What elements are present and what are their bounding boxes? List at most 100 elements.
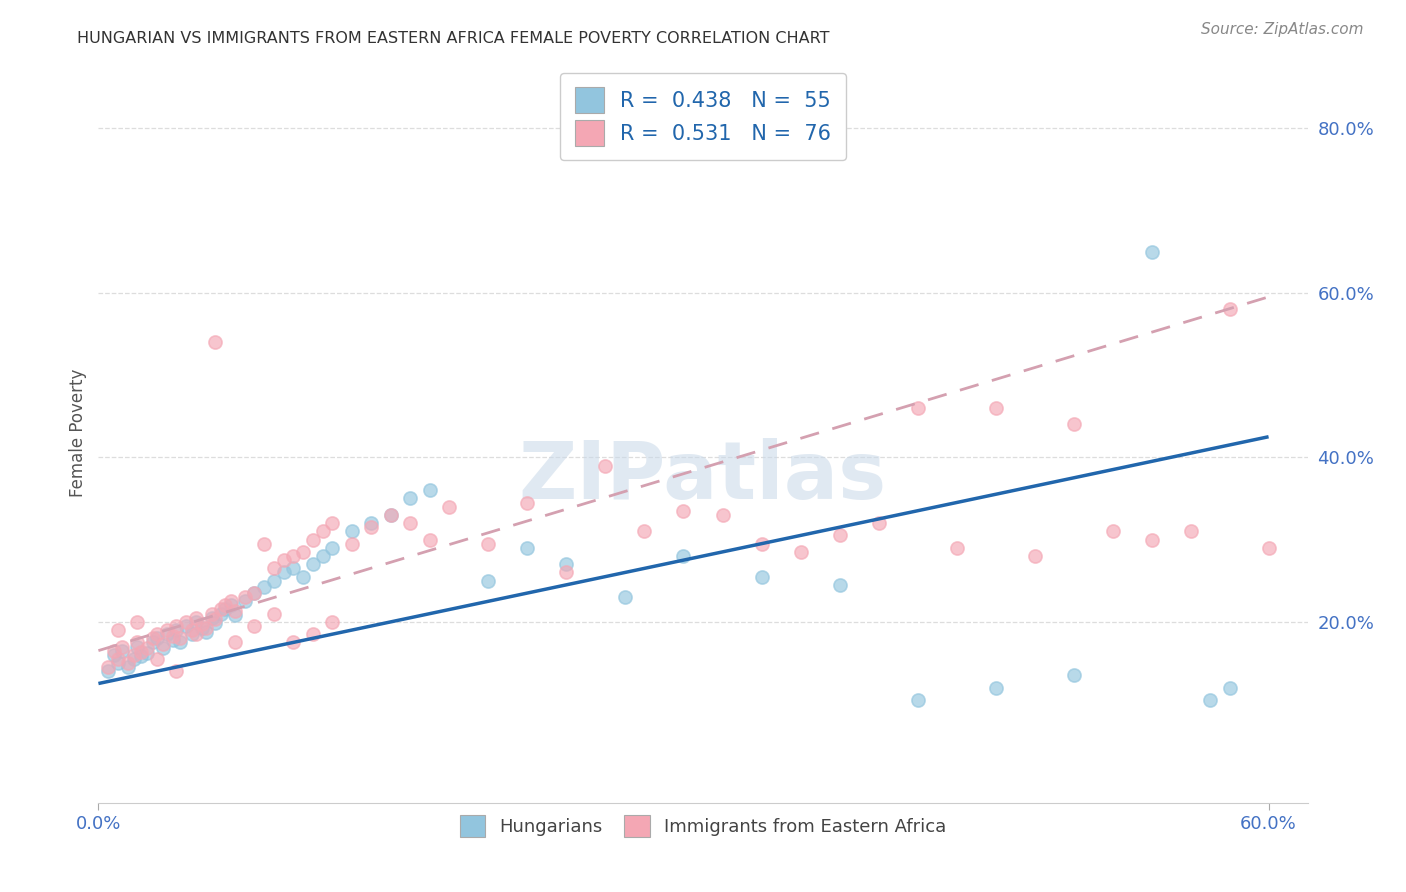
Point xyxy=(399,491,422,506)
Point xyxy=(152,641,174,656)
Point xyxy=(103,648,125,662)
Point xyxy=(868,516,890,530)
Point xyxy=(156,623,179,637)
Point xyxy=(204,612,226,626)
Point xyxy=(1024,549,1046,563)
Point xyxy=(321,541,343,555)
Point xyxy=(751,536,773,550)
Y-axis label: Female Poverty: Female Poverty xyxy=(69,368,87,497)
Point xyxy=(312,549,335,563)
Point xyxy=(380,508,402,522)
Point xyxy=(214,599,236,613)
Point xyxy=(1140,533,1163,547)
Point xyxy=(273,553,295,567)
Point xyxy=(127,615,149,629)
Point xyxy=(399,516,422,530)
Point xyxy=(142,635,165,649)
Point xyxy=(984,401,1007,415)
Point xyxy=(122,648,145,662)
Point xyxy=(292,545,315,559)
Point xyxy=(169,635,191,649)
Point xyxy=(191,621,214,635)
Point xyxy=(97,660,120,674)
Point xyxy=(156,627,179,641)
Point xyxy=(181,627,204,641)
Point xyxy=(224,635,246,649)
Point xyxy=(263,607,285,621)
Point xyxy=(136,641,159,656)
Point xyxy=(263,574,285,588)
Point xyxy=(340,524,363,539)
Point xyxy=(111,640,134,654)
Point xyxy=(184,615,207,629)
Point xyxy=(162,632,184,647)
Point xyxy=(614,590,637,604)
Point xyxy=(360,516,382,530)
Point xyxy=(152,637,174,651)
Point xyxy=(321,615,343,629)
Point xyxy=(1257,541,1279,555)
Point xyxy=(200,607,222,621)
Point xyxy=(273,566,295,580)
Point xyxy=(117,660,139,674)
Point xyxy=(181,623,204,637)
Point xyxy=(312,524,335,539)
Point xyxy=(283,549,305,563)
Point xyxy=(127,640,149,654)
Point xyxy=(233,590,256,604)
Point xyxy=(243,619,266,633)
Point xyxy=(302,627,325,641)
Point xyxy=(107,652,129,666)
Point xyxy=(214,602,236,616)
Point xyxy=(360,520,382,534)
Point xyxy=(131,645,153,659)
Point xyxy=(380,508,402,522)
Point xyxy=(945,541,967,555)
Point xyxy=(233,594,256,608)
Point xyxy=(224,604,246,618)
Point xyxy=(516,541,538,555)
Point xyxy=(828,578,851,592)
Point xyxy=(219,594,242,608)
Point xyxy=(204,616,226,631)
Point xyxy=(194,624,217,639)
Point xyxy=(1063,668,1085,682)
Point xyxy=(219,599,242,613)
Point xyxy=(253,536,276,550)
Point xyxy=(191,617,214,632)
Point xyxy=(828,528,851,542)
Point xyxy=(555,566,578,580)
Point xyxy=(292,569,315,583)
Point xyxy=(419,483,441,498)
Point xyxy=(1101,524,1123,539)
Point xyxy=(633,524,655,539)
Point xyxy=(209,607,232,621)
Point xyxy=(283,561,305,575)
Point xyxy=(165,619,187,633)
Point xyxy=(200,611,222,625)
Point xyxy=(321,516,343,530)
Point xyxy=(243,586,266,600)
Text: ZIPatlas: ZIPatlas xyxy=(519,438,887,516)
Point xyxy=(711,508,734,522)
Point xyxy=(1199,693,1222,707)
Point xyxy=(1140,244,1163,259)
Point xyxy=(984,681,1007,695)
Point xyxy=(302,558,325,572)
Point xyxy=(146,627,169,641)
Point xyxy=(97,664,120,678)
Point xyxy=(169,632,191,646)
Text: Source: ZipAtlas.com: Source: ZipAtlas.com xyxy=(1201,22,1364,37)
Point xyxy=(789,545,811,559)
Point xyxy=(165,664,187,678)
Point xyxy=(340,536,363,550)
Point xyxy=(184,611,207,625)
Point xyxy=(672,549,695,563)
Point xyxy=(122,652,145,666)
Point xyxy=(146,632,169,646)
Point xyxy=(907,693,929,707)
Point xyxy=(1063,417,1085,432)
Point xyxy=(263,561,285,575)
Point xyxy=(1219,302,1241,317)
Point xyxy=(194,621,217,635)
